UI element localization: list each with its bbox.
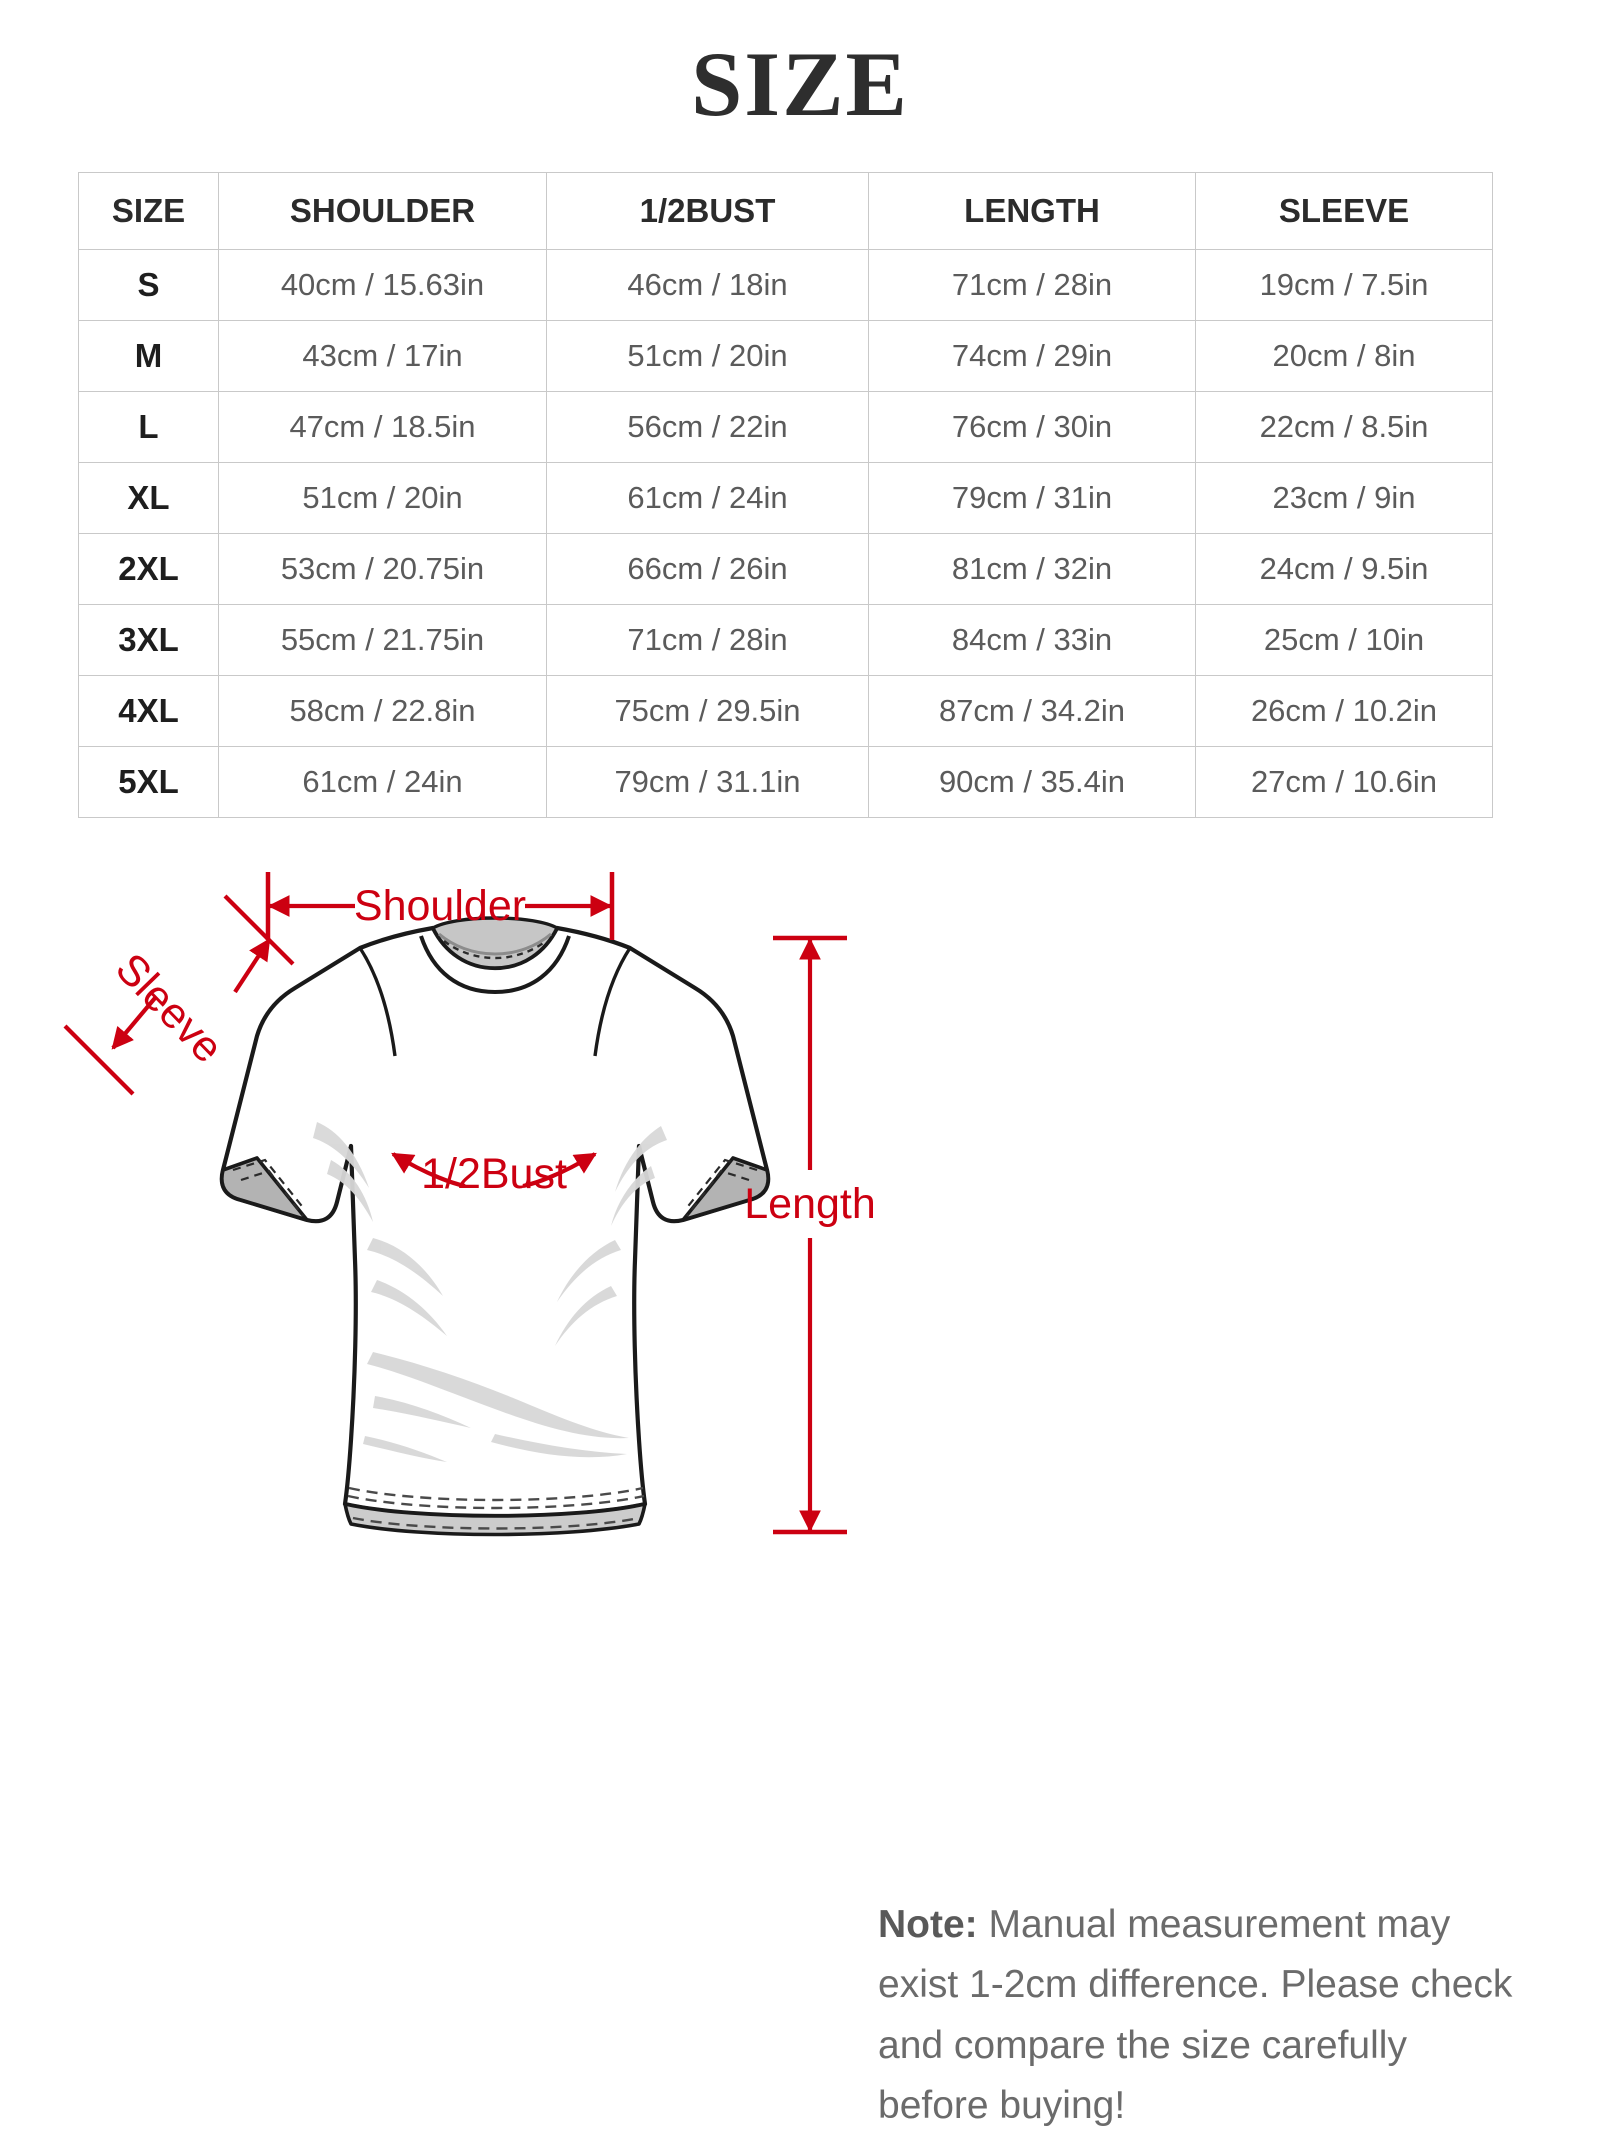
cell-bust: 61cm / 24in [546, 462, 869, 534]
sleeve-measure-arrow [63, 894, 295, 1096]
cell-sleeve: 26cm / 10.2in [1195, 675, 1493, 747]
cell-shoulder: 58cm / 22.8in [218, 675, 547, 747]
table-row: 5XL 61cm / 24in 79cm / 31.1in 90cm / 35.… [78, 746, 1493, 818]
cell-length: 74cm / 29in [868, 320, 1196, 392]
cell-shoulder: 47cm / 18.5in [218, 391, 547, 463]
note-label: Note: [878, 1903, 978, 1946]
cell-length: 71cm / 28in [868, 249, 1196, 321]
cell-length: 76cm / 30in [868, 391, 1196, 463]
length-measure-arrow [773, 935, 847, 1535]
cell-bust: 66cm / 26in [546, 533, 869, 605]
cell-shoulder: 43cm / 17in [218, 320, 547, 392]
cell-shoulder: 61cm / 24in [218, 746, 547, 818]
cell-length: 90cm / 35.4in [868, 746, 1196, 818]
cell-size: S [78, 249, 219, 321]
bust-measure-arrow [391, 1152, 597, 1189]
cell-length: 79cm / 31in [868, 462, 1196, 534]
table-header-row: SIZE SHOULDER 1/2BUST LENGTH SLEEVE [78, 172, 1493, 250]
tshirt-outline [219, 916, 771, 1537]
cell-bust: 75cm / 29.5in [546, 675, 869, 747]
cell-shoulder: 55cm / 21.75in [218, 604, 547, 676]
cell-bust: 46cm / 18in [546, 249, 869, 321]
sleeve-label: Sleeve [106, 944, 232, 1072]
cell-size: 2XL [78, 533, 219, 605]
cell-sleeve: 23cm / 9in [1195, 462, 1493, 534]
column-header-sleeve: SLEEVE [1195, 172, 1493, 250]
size-table: SIZE SHOULDER 1/2BUST LENGTH SLEEVE S 40… [78, 172, 1493, 818]
cell-sleeve: 25cm / 10in [1195, 604, 1493, 676]
table-row: S 40cm / 15.63in 46cm / 18in 71cm / 28in… [78, 249, 1493, 321]
cell-bust: 71cm / 28in [546, 604, 869, 676]
cell-size: XL [78, 462, 219, 534]
fabric-wrinkles [313, 1122, 667, 1462]
cell-size: 3XL [78, 604, 219, 676]
bust-label: 1/2Bust [421, 1150, 567, 1198]
cell-size: 5XL [78, 746, 219, 818]
cell-sleeve: 22cm / 8.5in [1195, 391, 1493, 463]
table-row: M 43cm / 17in 51cm / 20in 74cm / 29in 20… [78, 320, 1493, 392]
cell-length: 84cm / 33in [868, 604, 1196, 676]
cell-sleeve: 20cm / 8in [1195, 320, 1493, 392]
cell-shoulder: 51cm / 20in [218, 462, 547, 534]
table-row: 4XL 58cm / 22.8in 75cm / 29.5in 87cm / 3… [78, 675, 1493, 747]
cell-bust: 79cm / 31.1in [546, 746, 869, 818]
cell-length: 81cm / 32in [868, 533, 1196, 605]
column-header-length: LENGTH [868, 172, 1196, 250]
column-header-size: SIZE [78, 172, 219, 250]
cell-sleeve: 24cm / 9.5in [1195, 533, 1493, 605]
measurement-diagram: Shoulder Sleeve 1/2Bust Length [0, 840, 1600, 2127]
cell-shoulder: 53cm / 20.75in [218, 533, 547, 605]
column-header-bust: 1/2BUST [546, 172, 869, 250]
cell-sleeve: 27cm / 10.6in [1195, 746, 1493, 818]
shoulder-label: Shoulder [354, 882, 526, 930]
cell-size: L [78, 391, 219, 463]
page-title: SIZE [691, 33, 909, 135]
cell-size: 4XL [78, 675, 219, 747]
cell-shoulder: 40cm / 15.63in [218, 249, 547, 321]
table-row: 3XL 55cm / 21.75in 71cm / 28in 84cm / 33… [78, 604, 1493, 676]
cell-size: M [78, 320, 219, 392]
shoulder-measure-arrow [265, 872, 615, 940]
size-chart-container: SIZE SHOULDER 1/2BUST LENGTH SLEEVE S 40… [78, 172, 1493, 818]
length-label: Length [744, 1180, 876, 1228]
column-header-shoulder: SHOULDER [218, 172, 547, 250]
cell-length: 87cm / 34.2in [868, 675, 1196, 747]
table-row: 2XL 53cm / 20.75in 66cm / 26in 81cm / 32… [78, 533, 1493, 605]
cell-sleeve: 19cm / 7.5in [1195, 249, 1493, 321]
cell-bust: 51cm / 20in [546, 320, 869, 392]
cell-bust: 56cm / 22in [546, 391, 869, 463]
tshirt-illustration: Shoulder Sleeve 1/2Bust Length [63, 872, 876, 1537]
table-row: L 47cm / 18.5in 56cm / 22in 76cm / 30in … [78, 391, 1493, 463]
measurement-note: Note: Manual measurement may exist 1-2cm… [878, 1895, 1518, 2137]
table-row: XL 51cm / 20in 61cm / 24in 79cm / 31in 2… [78, 462, 1493, 534]
